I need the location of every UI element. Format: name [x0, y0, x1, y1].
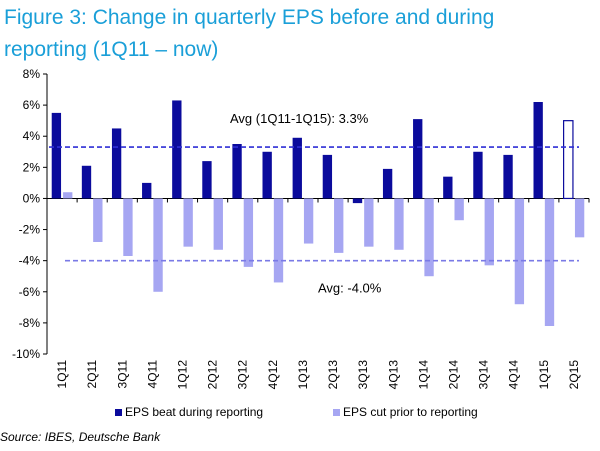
- cut-bar: [574, 198, 585, 238]
- beat-bar: [322, 154, 333, 199]
- beat-bar: [352, 198, 363, 204]
- avg-beat-label: Avg (1Q11-1Q15): 3.3%: [230, 111, 369, 126]
- beat-bar: [413, 119, 423, 199]
- beat-bar: [443, 176, 453, 199]
- beat-bar: [382, 168, 393, 199]
- avg-cut-label: Avg: -4.0%: [318, 281, 382, 296]
- chart-title-line-1: Figure 3: Change in quarterly EPS before…: [4, 6, 495, 29]
- y-tick-label: -2%: [19, 223, 41, 237]
- x-tick-label: 3Q13: [356, 360, 370, 390]
- legend-swatch-beat: [115, 409, 122, 416]
- y-tick-label: 2%: [23, 160, 41, 174]
- y-tick-label: -8%: [19, 316, 41, 330]
- legend-swatch-cut: [333, 409, 340, 416]
- x-tick-label: 3Q11: [115, 360, 129, 389]
- beat-bar: [142, 182, 152, 199]
- cut-bar: [123, 198, 133, 256]
- cut-bar: [364, 198, 374, 247]
- x-tick-label: 2Q12: [206, 360, 220, 390]
- beat-bar-partial: [563, 120, 574, 200]
- beat-bar: [51, 112, 62, 199]
- beat-bar: [81, 165, 92, 199]
- x-tick-label: 4Q14: [507, 360, 521, 390]
- x-tick-label: 4Q13: [386, 360, 400, 390]
- y-tick-label: -10%: [12, 347, 40, 361]
- cut-bar: [544, 198, 555, 326]
- beat-bar: [292, 137, 302, 199]
- beat-bar: [533, 102, 543, 199]
- beat-bar: [172, 100, 182, 199]
- x-tick-label: 1Q11: [55, 360, 69, 389]
- cut-bar: [484, 198, 494, 266]
- cut-bar: [334, 198, 344, 253]
- cut-bar: [153, 198, 163, 292]
- cut-bar: [213, 198, 223, 250]
- cut-bar: [273, 198, 284, 283]
- x-tick-label: 1Q14: [416, 360, 430, 390]
- x-tick-label: 4Q12: [266, 360, 280, 390]
- cut-bar: [63, 192, 73, 199]
- x-tick-label: 2Q13: [326, 360, 340, 390]
- cut-bar: [243, 198, 254, 267]
- x-tick-label: 2Q15: [567, 360, 581, 390]
- y-tick-label: 6%: [23, 98, 41, 112]
- cut-bar: [93, 198, 103, 242]
- x-tick-label: 1Q15: [537, 360, 551, 390]
- x-tick-label: 3Q14: [477, 360, 491, 390]
- cut-bar: [514, 198, 525, 305]
- chart-title-line-2: reporting (1Q11 – now): [4, 38, 219, 61]
- x-tick-label: 2Q14: [447, 360, 461, 390]
- legend-label-beat: EPS beat during reporting: [125, 405, 263, 419]
- x-tick-label: 2Q11: [85, 360, 99, 389]
- x-tick-label: 1Q13: [296, 360, 310, 390]
- cut-bar: [303, 198, 314, 244]
- x-tick-label: 3Q12: [236, 360, 250, 390]
- x-tick-label: 4Q11: [145, 360, 159, 389]
- source-note: Source: IBES, Deutsche Bank: [0, 430, 161, 444]
- cut-bar: [454, 198, 464, 221]
- beat-bar: [473, 151, 483, 199]
- y-tick-label: 4%: [23, 129, 41, 143]
- y-tick-label: 0%: [23, 191, 41, 205]
- beat-bar: [503, 154, 513, 199]
- beat-bar: [262, 151, 272, 199]
- cut-bar: [394, 198, 404, 250]
- cut-bar: [183, 198, 193, 247]
- beat-bar: [232, 144, 242, 199]
- beat-bar: [111, 128, 122, 199]
- y-tick-label: -4%: [19, 254, 41, 268]
- chart-title: Figure 3: Change in quarterly EPS before…: [4, 2, 596, 66]
- x-tick-label: 1Q12: [176, 360, 190, 390]
- beat-bar: [202, 161, 212, 199]
- cut-bar: [424, 198, 434, 277]
- legend-label-cut: EPS cut prior to reporting: [343, 405, 478, 419]
- y-tick-label: 8%: [23, 67, 41, 81]
- y-tick-label: -6%: [19, 285, 41, 299]
